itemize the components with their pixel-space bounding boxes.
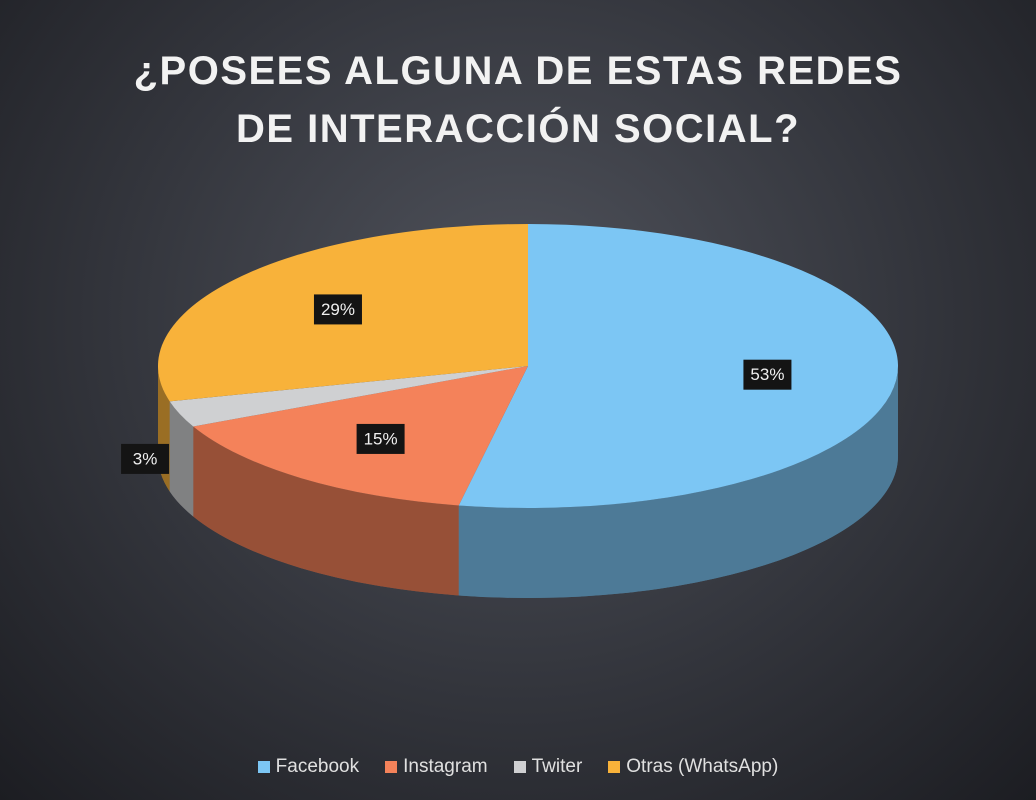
data-label: 29% [313, 294, 362, 325]
legend-swatch [513, 761, 526, 773]
legend-swatch [608, 761, 621, 773]
data-label-text: 15% [364, 429, 398, 448]
legend-item: Instagram [385, 756, 488, 778]
legend-item: Otras (WhatsApp) [608, 756, 778, 778]
data-label: 53% [743, 359, 792, 390]
data-label-box [313, 294, 362, 325]
pie-side [458, 366, 898, 598]
pie-slice [458, 224, 899, 508]
data-label: 15% [356, 423, 405, 454]
legend-label: Instagram [403, 756, 488, 777]
data-label-box [743, 359, 792, 390]
pie-slice [169, 366, 528, 427]
pie-side-shade [458, 366, 898, 598]
legend-label: Otras (WhatsApp) [626, 756, 779, 777]
legend-swatch [257, 761, 270, 773]
data-label: 3% [121, 443, 170, 474]
data-label-box [121, 443, 170, 474]
pie-side [193, 426, 459, 596]
legend-item: Twiter [513, 756, 583, 778]
legend: Facebook Instagram Twiter Otras (WhatsApp) [0, 756, 1036, 778]
pie-side-shade [169, 401, 194, 517]
legend-label: Twiter [531, 756, 583, 777]
chart-title: ¿POSEES ALGUNA DE ESTAS REDES DE INTERAC… [133, 49, 903, 151]
data-label-text: 29% [321, 300, 355, 319]
pie-side-shade [193, 426, 459, 596]
pie-side [169, 401, 194, 517]
legend-swatch [385, 761, 398, 773]
data-label-text: 53% [750, 365, 784, 384]
title-box: ¿POSEES ALGUNA DE ESTAS REDES DE INTERAC… [0, 42, 1036, 158]
data-label-box [356, 423, 405, 454]
legend-item: Facebook [257, 756, 360, 778]
legend-label: Facebook [275, 756, 360, 777]
data-label-text: 3% [133, 449, 158, 468]
